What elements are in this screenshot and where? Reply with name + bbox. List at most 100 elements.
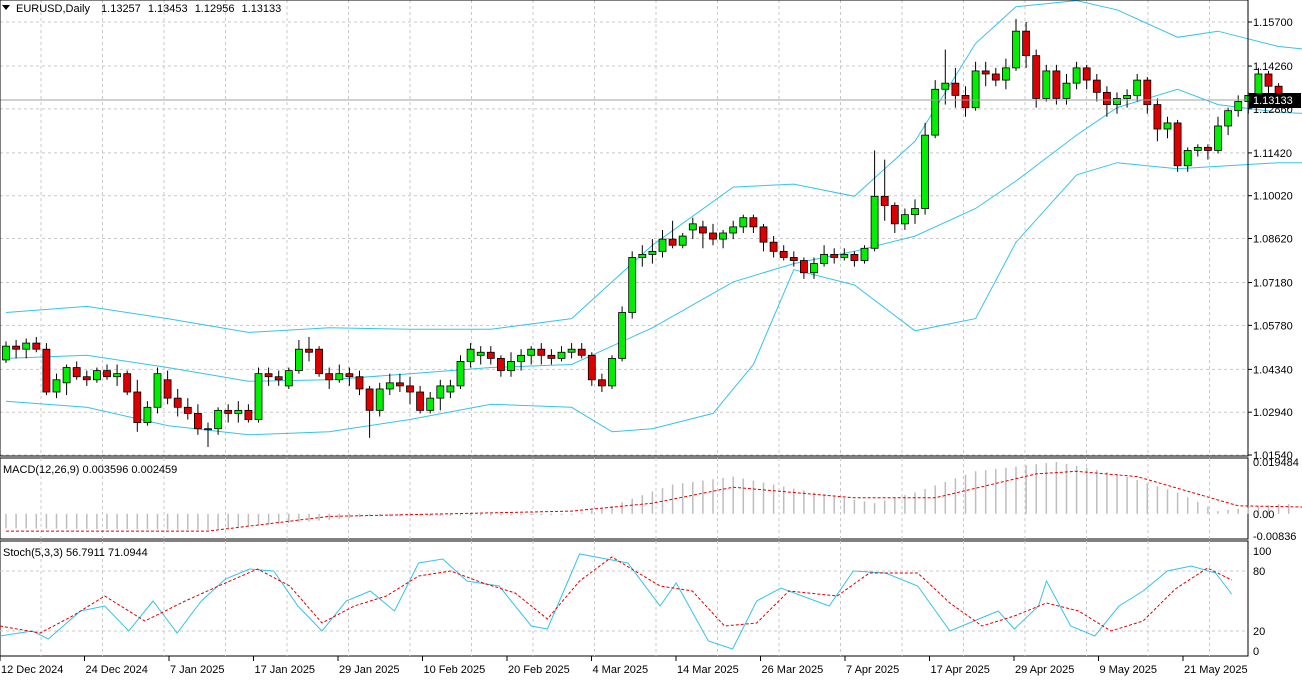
candle: [1183, 147, 1192, 172]
x-axis: 12 Dec 2024 24 Dec 2024 7 Jan 2025 17 Jan 2…: [0, 656, 1248, 676]
candle: [1143, 77, 1152, 114]
candle: [668, 220, 677, 249]
candle: [587, 352, 596, 386]
candle: [1012, 18, 1020, 71]
candle-body: [1123, 94, 1131, 99]
candle: [759, 223, 768, 252]
candle: [1042, 64, 1051, 102]
candle-body: [820, 254, 828, 264]
x-tick-label: 4 Mar 2025: [593, 664, 649, 676]
x-tick-label: 12 Dec 2024: [1, 664, 63, 676]
candle-body: [274, 376, 283, 381]
bollinger-middle-band: [5, 88, 1302, 382]
candle-body: [547, 354, 556, 359]
candle-body: [598, 379, 606, 387]
candle-body: [991, 73, 1000, 81]
candle: [123, 370, 132, 396]
candle-body: [638, 254, 647, 258]
candle-body: [466, 348, 475, 362]
candle-body: [426, 397, 435, 411]
candle-body: [1042, 70, 1051, 99]
candle: [416, 385, 425, 414]
candle: [1123, 89, 1131, 108]
bollinger-upper-band: [5, 0, 1302, 333]
candle-body: [1234, 101, 1243, 112]
candle: [1153, 98, 1162, 142]
candle: [133, 379, 142, 432]
candle-body: [789, 257, 798, 261]
symbol-dropdown-icon[interactable]: [2, 5, 10, 10]
candle-body: [42, 348, 51, 393]
candle-body: [911, 208, 919, 216]
macd-label: MACD(12,26,9) 0.003596 0.002459: [3, 464, 177, 476]
candle-body: [840, 254, 849, 258]
candle: [204, 422, 212, 448]
current-price-label: 1.13133: [1253, 95, 1293, 107]
candle-body: [214, 409, 223, 430]
candle: [890, 202, 899, 233]
candle-body: [1183, 150, 1192, 167]
candle: [446, 379, 455, 399]
candle: [749, 214, 758, 233]
candle: [375, 382, 384, 417]
candle-body: [325, 373, 334, 381]
y-tick-label: 1.05780: [1253, 320, 1293, 332]
candle: [284, 367, 293, 389]
candle-body: [739, 217, 748, 228]
x-tick-label: 20 Feb 2025: [508, 664, 570, 676]
candle-body: [1082, 67, 1091, 81]
candle-body: [183, 406, 192, 414]
candle-body: [1022, 30, 1030, 57]
candle: [1133, 73, 1142, 102]
candle-body: [971, 70, 980, 109]
candle: [729, 220, 738, 240]
candle-body: [52, 379, 61, 393]
candle-body: [365, 388, 374, 411]
candle: [385, 373, 394, 396]
candle: [1224, 107, 1232, 136]
candle-body: [850, 254, 859, 261]
candle-body: [395, 382, 404, 387]
low-value: 1.12956: [195, 3, 235, 15]
candle-body: [628, 257, 637, 313]
candle-body: [537, 348, 546, 356]
candle-body: [1254, 73, 1263, 96]
candle-body: [62, 367, 71, 384]
candle-body: [103, 370, 111, 378]
candle: [345, 367, 354, 386]
candle-body: [941, 82, 950, 90]
candle-body: [1113, 98, 1121, 105]
candle-body: [1103, 91, 1111, 105]
candle-body: [476, 351, 485, 356]
candle-body: [951, 82, 960, 96]
candle-body: [658, 238, 667, 252]
x-tick-label: 21 May 2025: [1184, 664, 1248, 676]
candle: [426, 392, 435, 414]
candle-body: [133, 391, 142, 423]
candle: [365, 385, 374, 438]
candle-body: [577, 348, 586, 356]
candle-body: [1092, 79, 1101, 93]
candle: [628, 251, 637, 319]
candle-body: [173, 397, 182, 408]
candle-body: [143, 406, 152, 423]
candle-body: [800, 260, 808, 274]
macd-signal-line: [6, 470, 1302, 532]
candle-body: [1224, 110, 1232, 127]
candle: [153, 367, 162, 414]
x-tick-label: 17 Apr 2025: [931, 664, 990, 676]
candle-body: [1032, 55, 1041, 99]
candle: [32, 336, 41, 353]
candle-body: [860, 247, 869, 261]
candle-body: [123, 373, 132, 393]
candle-body: [204, 428, 212, 431]
candle-body: [12, 345, 21, 350]
candle: [163, 370, 172, 405]
candle-body: [406, 385, 414, 393]
candle-body: [1214, 125, 1222, 151]
candle: [254, 367, 263, 423]
candle: [224, 404, 233, 423]
candle-body: [517, 354, 525, 362]
candle: [1072, 61, 1081, 90]
